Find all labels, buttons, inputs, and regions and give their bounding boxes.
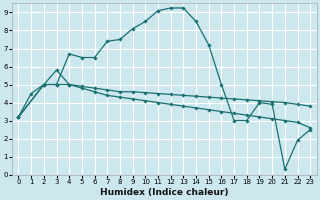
X-axis label: Humidex (Indice chaleur): Humidex (Indice chaleur) — [100, 188, 228, 197]
